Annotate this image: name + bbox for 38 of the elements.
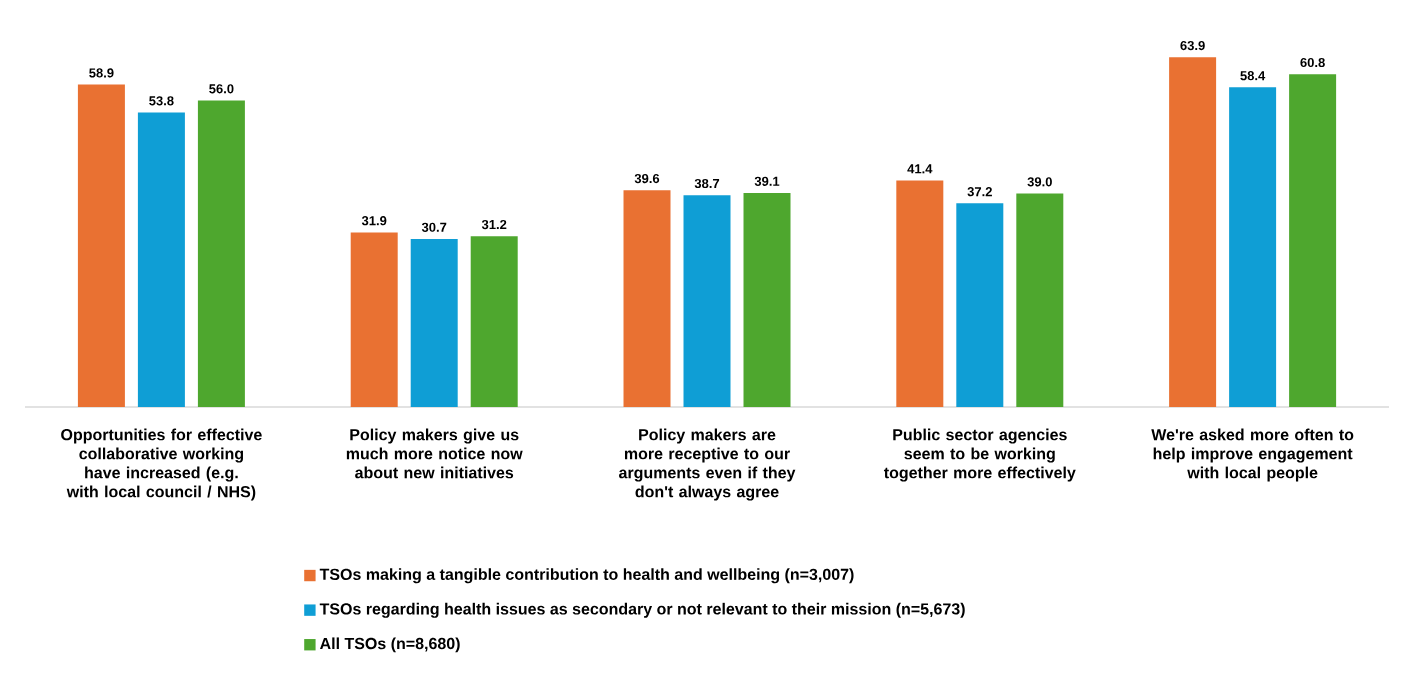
data-label: 38.7 (694, 178, 720, 189)
x-tick-label: Policy makers give us much more notice now about new initiatives (346, 428, 523, 479)
bar (1016, 193, 1064, 407)
data-label: 39.0 (1027, 177, 1052, 187)
bar (137, 112, 185, 407)
bar (77, 84, 125, 407)
legend-label: TSOs making a tangible contribution to health and wellbeing (n=3,007) (319, 568, 854, 584)
data-label: 58.4 (1240, 71, 1266, 81)
data-label: 39.1 (754, 176, 780, 186)
bar (1289, 74, 1337, 407)
legend-label: TSOs regarding health issues as secondary or not relevant to their mission (n=5,673) (319, 602, 965, 618)
data-label: 60.8 (1300, 57, 1325, 68)
x-tick-label: Opportunities for effective collaborative working have increased (e.g. with local council / NHS) (61, 428, 262, 501)
x-tick-label: We're asked more often to help improve engagement with local people (1151, 428, 1354, 482)
bar (197, 100, 245, 407)
bar (1229, 87, 1277, 407)
data-label: 31.9 (361, 216, 387, 226)
data-label: 39.6 (634, 173, 660, 184)
x-tick-label: Policy makers are more receptive to our arguments even if they don't always agree (619, 428, 796, 501)
bar (896, 180, 944, 407)
data-label: 63.9 (1180, 40, 1205, 51)
bar (410, 238, 458, 407)
data-label: 56.0 (209, 84, 234, 94)
bar (683, 195, 731, 407)
data-label: 58.9 (89, 68, 114, 78)
bar (1169, 57, 1217, 407)
bar (350, 232, 398, 407)
legend-label: All TSOs (n=8,680) (319, 637, 460, 653)
bar (743, 192, 791, 407)
data-label: 31.2 (481, 219, 507, 230)
data-label: 37.2 (967, 187, 992, 197)
bar (470, 236, 518, 407)
data-label: 53.8 (149, 96, 174, 106)
data-label: 30.7 (421, 222, 447, 232)
data-label: 41.4 (907, 164, 933, 174)
x-tick-label: Public sector agencies seem to be working together more effectively (883, 428, 1076, 482)
bar (623, 190, 671, 407)
bar (956, 203, 1004, 407)
